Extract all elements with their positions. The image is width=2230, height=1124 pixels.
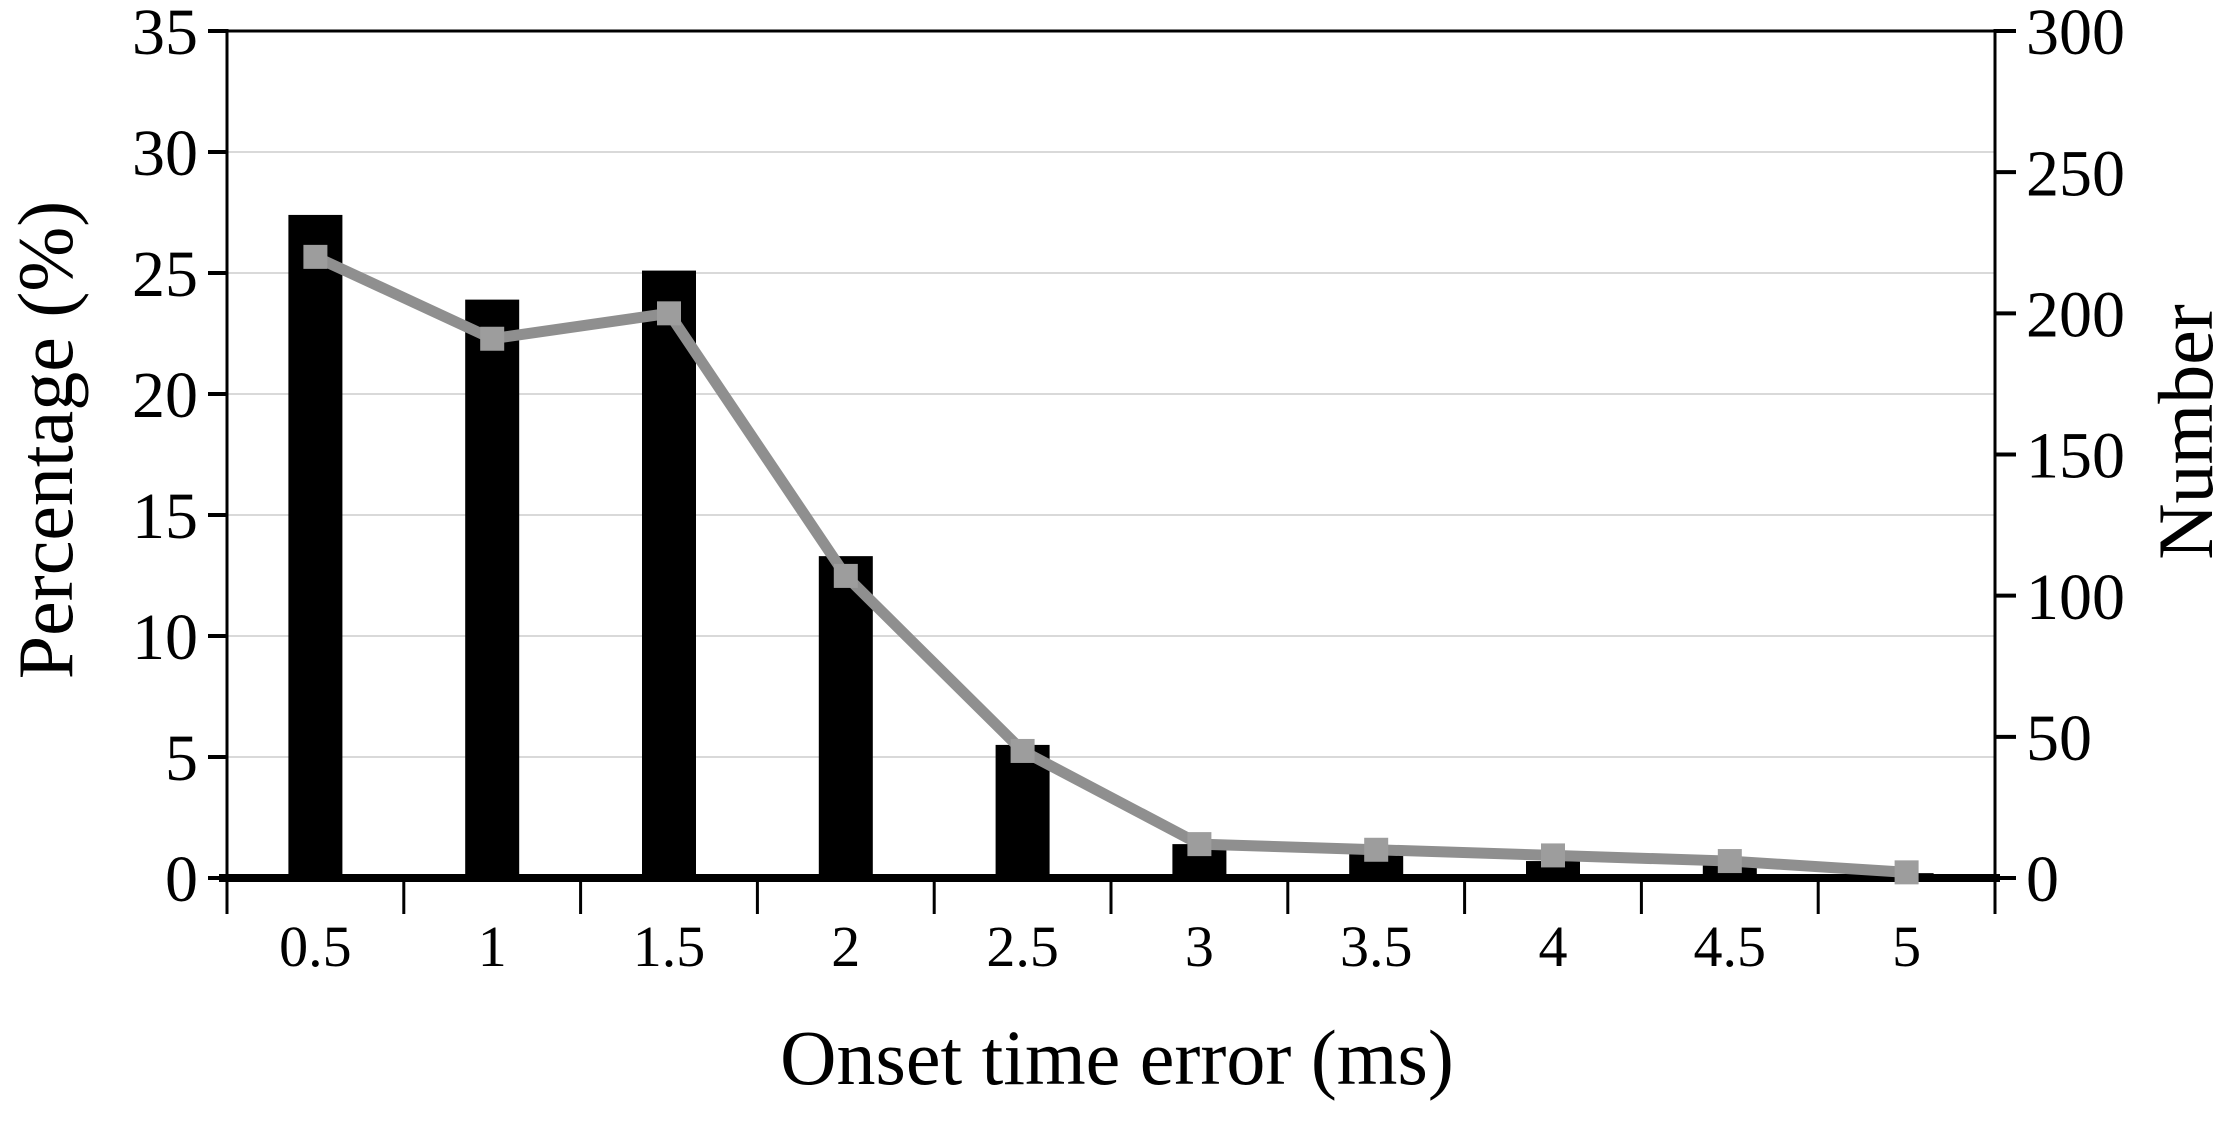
- x-tick-label: 2.5: [986, 914, 1059, 979]
- line-marker: [1541, 843, 1565, 868]
- y-left-tick-label: 10: [132, 601, 198, 674]
- y-right-tick-label: 100: [2026, 561, 2125, 634]
- x-axis-title: Onset time error (ms): [780, 1014, 1454, 1101]
- line-marker: [1717, 849, 1742, 874]
- x-tick-label: 0.5: [279, 914, 352, 979]
- bar: [1526, 861, 1580, 878]
- bar: [288, 214, 343, 879]
- y-left-tick-label: 5: [165, 722, 198, 795]
- y-right-tick-label: 0: [2026, 843, 2059, 916]
- x-tick-label: 4.5: [1694, 914, 1767, 979]
- y-left-tick-label: 20: [132, 359, 198, 432]
- y-right-tick-label: 150: [2026, 420, 2125, 493]
- x-tick-label: 3: [1185, 914, 1214, 979]
- bar: [995, 744, 1050, 878]
- x-tick-label: 4: [1539, 914, 1568, 979]
- bar: [642, 270, 696, 879]
- bar: [465, 299, 520, 878]
- y-left-tick-label: 0: [165, 843, 198, 916]
- y-left-tick-label: 30: [132, 117, 198, 190]
- line-marker: [1894, 860, 1919, 885]
- y-right-tick-label: 300: [2026, 0, 2125, 69]
- line-marker: [1364, 837, 1389, 862]
- x-tick-label: 3.5: [1340, 914, 1413, 979]
- line-marker: [657, 301, 681, 326]
- line-marker: [1010, 738, 1035, 763]
- y-left-tick-label: 35: [132, 0, 198, 69]
- y-axis-right-title: Number: [2142, 304, 2229, 560]
- y-left-tick-label: 15: [132, 480, 198, 553]
- y-right-tick-label: 50: [2026, 702, 2092, 775]
- x-tick-label: 2: [831, 914, 860, 979]
- line-marker: [833, 563, 858, 588]
- y-right-tick-label: 250: [2026, 137, 2125, 210]
- line-marker: [1187, 832, 1212, 857]
- x-tick-label: 1: [478, 914, 507, 979]
- line-marker: [303, 244, 328, 269]
- x-tick-label: 5: [1892, 914, 1921, 979]
- line-marker: [480, 326, 505, 351]
- y-left-tick-label: 25: [132, 238, 198, 311]
- y-right-tick-label: 200: [2026, 278, 2125, 351]
- bar: [818, 556, 873, 878]
- number-line: [313, 251, 1907, 878]
- x-tick-label: 1.5: [633, 914, 706, 979]
- y-axis-left-title: Percentage (%): [2, 200, 89, 680]
